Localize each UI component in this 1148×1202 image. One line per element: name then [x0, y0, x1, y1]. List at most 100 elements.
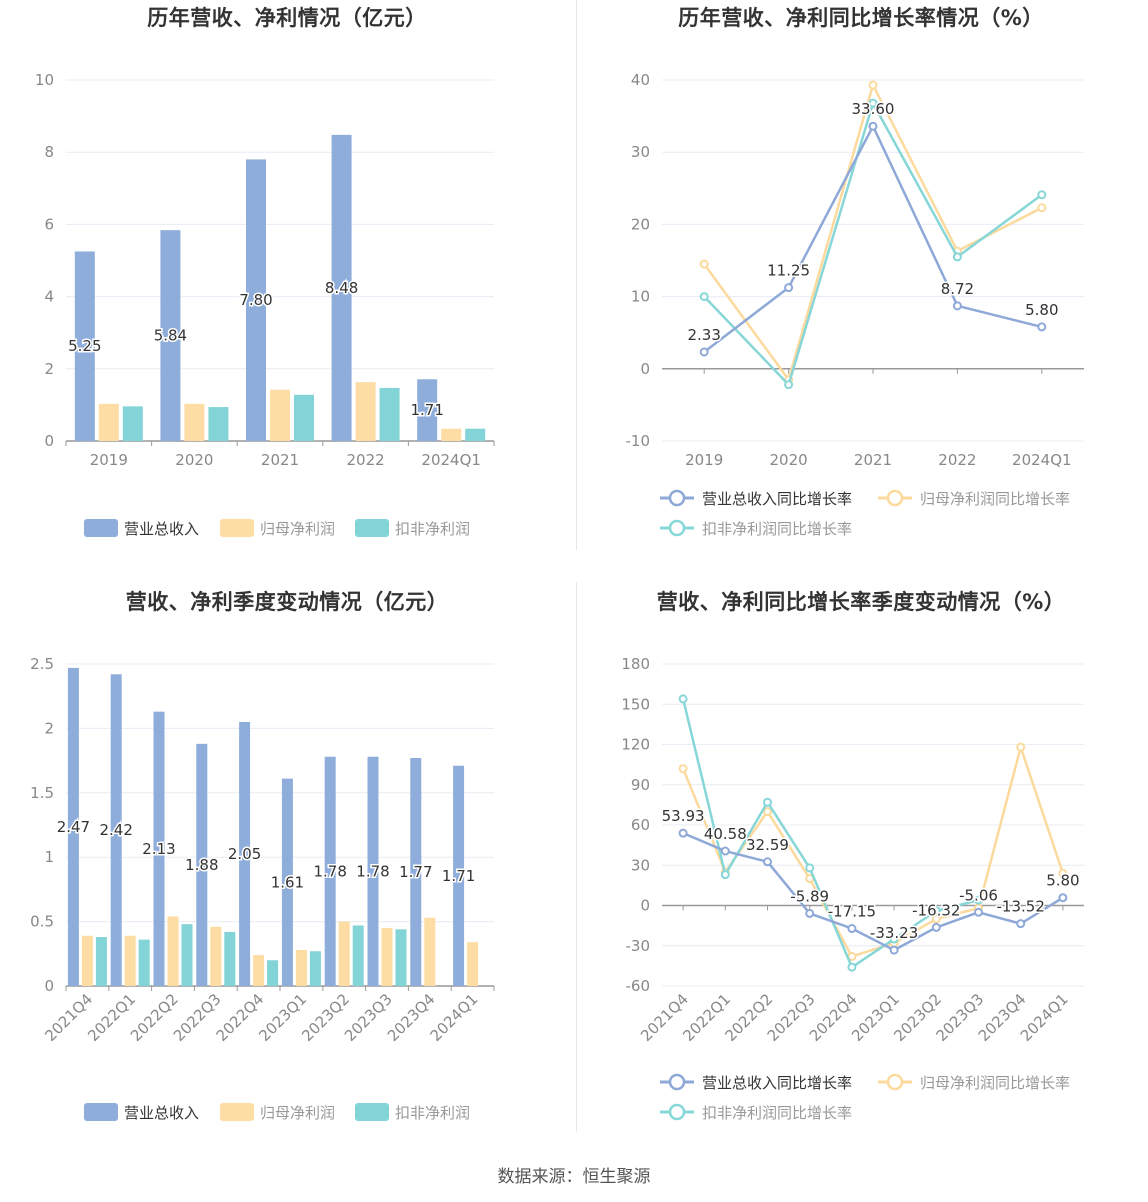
annual-amounts-chart: 0 2 4 6 8 10 2019 2020 2021 2022 2024Q1 5.25 5.84 7.8… — [35, 71, 495, 538]
data-label: -5.06 — [959, 886, 998, 904]
legend-swatch — [220, 519, 254, 537]
legend-marker — [668, 1073, 686, 1091]
bar — [74, 251, 95, 441]
x-tick-label: 2020 — [175, 451, 213, 469]
bar — [122, 406, 143, 441]
data-label: 5.80 — [1025, 301, 1058, 319]
data-point — [931, 914, 941, 924]
annual-amounts-panel: 历年营收、净利情况（亿元） 0 2 4 6 8 10 2019 2020 2021 2022 202… — [0, 0, 574, 580]
bar — [167, 916, 179, 986]
bar — [239, 721, 251, 986]
y-tick-label: 0 — [44, 977, 54, 995]
y-tick-label: 180 — [621, 655, 650, 673]
bar — [453, 765, 465, 986]
y-tick-label: 10 — [631, 288, 650, 306]
chart-title: 营收、净利同比增长率季度变动情况（%） — [656, 590, 1066, 614]
x-tick-label: 2021 — [261, 451, 299, 469]
y-tick-label: 30 — [631, 143, 650, 161]
bar — [270, 389, 290, 441]
data-label: 5.25 — [68, 337, 101, 355]
data-point — [720, 870, 730, 880]
y-tick-label: 150 — [621, 695, 650, 713]
y-tick-label: 1.5 — [30, 784, 54, 802]
bar — [267, 960, 279, 986]
bar — [417, 379, 438, 441]
y-tick-label: 0 — [640, 897, 650, 915]
bar — [208, 407, 229, 441]
chart-title: 历年营收、净利情况（亿元） — [147, 6, 427, 30]
x-tick-label: 2024Q1 — [1012, 451, 1072, 469]
legend-swatch — [220, 1103, 254, 1121]
y-tick-label: 120 — [621, 736, 650, 754]
bar — [181, 924, 193, 986]
bar — [367, 756, 379, 986]
legend-label: 营业总收入同比增长率 — [702, 1074, 852, 1092]
data-point — [952, 301, 962, 311]
bar — [110, 674, 122, 986]
bar — [295, 949, 307, 986]
data-point — [868, 98, 878, 108]
x-tick-label: 2022 — [938, 451, 976, 469]
legend-label: 归母净利润 — [260, 1104, 335, 1122]
bar — [124, 935, 136, 986]
annual-growth-panel: 历年营收、净利同比增长率情况（%） -10 0 10 20 30 40 2019 2020 20… — [574, 0, 1148, 580]
data-label: -13.52 — [997, 898, 1045, 916]
bar — [424, 917, 436, 986]
data-point — [763, 797, 772, 807]
x-tick-label: 2022 — [347, 451, 385, 469]
bar — [153, 711, 165, 986]
bar — [309, 951, 321, 986]
series-line — [703, 123, 1043, 353]
annual-growth-chart: -10 0 10 20 30 40 2019 2020 2021 2022 2024Q1 2.33 11… — [626, 71, 1084, 538]
bar — [379, 387, 400, 441]
bar — [465, 428, 486, 441]
y-tick-label: 60 — [631, 816, 650, 834]
data-point — [868, 121, 878, 131]
data-label: 2.05 — [228, 845, 261, 863]
data-point — [1058, 893, 1068, 903]
bar — [395, 929, 407, 986]
bar — [160, 230, 181, 441]
quarterly-growth-panel: 营收、净利同比增长率季度变动情况（%） -60 -30 0 30 60 90 120 150 1… — [574, 584, 1148, 1164]
data-point — [1058, 868, 1068, 878]
y-tick-label: 1 — [44, 848, 54, 866]
data-label: -16.32 — [912, 901, 960, 919]
bar — [184, 403, 205, 441]
data-point — [678, 828, 688, 838]
data-point — [889, 945, 899, 955]
data-label: -33.23 — [870, 924, 918, 942]
series-line — [681, 698, 979, 970]
x-tick-label: 2019 — [90, 451, 128, 469]
data-label: 5.80 — [1046, 872, 1079, 890]
data-point — [847, 924, 857, 934]
bar — [67, 667, 79, 986]
data-label: 53.93 — [662, 807, 705, 825]
y-tick-label: 2 — [44, 719, 54, 737]
data-point — [1016, 742, 1026, 752]
chart-title: 历年营收、净利同比增长率情况（%） — [678, 6, 1044, 30]
data-point — [1037, 190, 1047, 200]
legend-swatch — [355, 1103, 389, 1121]
y-tick-label: 20 — [631, 215, 650, 233]
bar — [324, 756, 336, 986]
data-label: 1.78 — [356, 862, 389, 880]
x-tick-label: 2024Q1 — [1017, 990, 1072, 1045]
data-point — [763, 857, 772, 867]
y-tick-label: 6 — [44, 215, 54, 233]
legend-label: 归母净利润同比增长率 — [920, 490, 1070, 508]
legend-marker — [886, 489, 904, 507]
bar — [410, 758, 422, 986]
chart-title: 营收、净利季度变动情况（亿元） — [125, 590, 449, 614]
y-tick-label: 4 — [44, 288, 54, 306]
data-label: 2.13 — [142, 840, 175, 858]
bar — [331, 134, 352, 441]
data-label: 32.59 — [746, 836, 789, 854]
data-label: 1.78 — [313, 862, 346, 880]
data-label: 1.88 — [185, 856, 218, 874]
x-tick-label: 2024Q1 — [421, 451, 481, 469]
bar — [338, 921, 350, 986]
data-point — [678, 764, 688, 774]
legend-label: 营业总收入 — [124, 1104, 199, 1122]
data-label: -17.15 — [828, 903, 876, 921]
legend-label: 扣非净利润 — [395, 520, 470, 538]
